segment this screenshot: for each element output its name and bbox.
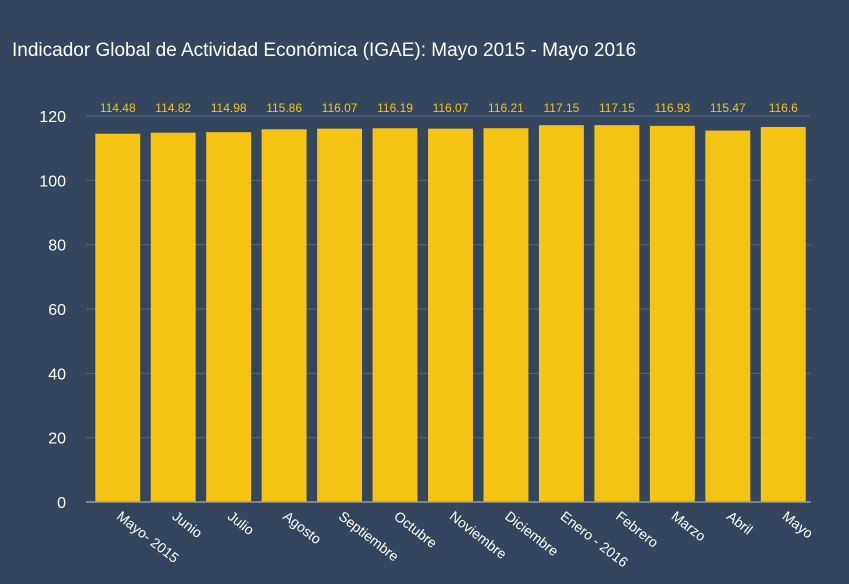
data-label: 116.6 <box>769 101 798 115</box>
bar <box>594 125 640 502</box>
bar <box>317 128 363 503</box>
data-label: 117.15 <box>544 101 580 115</box>
y-tick-label: 120 <box>39 109 66 126</box>
bar <box>483 128 529 502</box>
y-tick-label: 40 <box>48 366 66 383</box>
x-tick-label: Mayo <box>779 508 816 542</box>
bar <box>95 133 141 503</box>
x-tick-label: Julio <box>225 508 258 538</box>
x-tick-label: Diciembre <box>502 508 562 560</box>
data-label: 117.15 <box>599 101 635 115</box>
x-tick-label: Septiembre <box>336 508 402 565</box>
bar <box>372 128 418 502</box>
bars <box>95 125 806 503</box>
x-tick-label: Agosto <box>280 508 324 548</box>
bar <box>150 132 196 502</box>
data-label: 116.93 <box>654 101 690 115</box>
y-tick-label: 60 <box>48 302 66 319</box>
y-tick-label: 20 <box>48 431 66 448</box>
bar <box>760 126 806 502</box>
data-label: 115.47 <box>710 101 746 115</box>
bar <box>261 129 307 502</box>
y-tick-label: 80 <box>48 238 66 255</box>
data-label: 114.48 <box>100 101 136 115</box>
bar <box>206 132 252 503</box>
bar <box>649 125 695 502</box>
bar <box>428 128 473 503</box>
data-label: 116.21 <box>488 101 524 115</box>
data-label: 116.19 <box>377 101 413 115</box>
data-label: 115.86 <box>266 101 302 115</box>
x-tick-label: Marzo <box>668 508 709 545</box>
y-tick-label: 100 <box>39 173 66 190</box>
x-tick-label: Noviembre <box>447 508 510 562</box>
x-tick-label: Octubre <box>391 508 440 551</box>
data-label: 116.07 <box>322 101 358 115</box>
x-tick-label: Junio <box>169 508 205 541</box>
x-tick-label: Abril <box>724 508 756 538</box>
y-tick-label: 0 <box>57 495 66 512</box>
chart-title: Indicador Global de Actividad Económica … <box>12 40 637 61</box>
bar <box>705 130 751 502</box>
bar <box>538 125 584 502</box>
data-label: 114.82 <box>155 101 191 115</box>
data-label: 116.07 <box>433 101 469 115</box>
x-tick-label: Febrero <box>613 508 662 551</box>
data-label: 114.98 <box>211 101 247 115</box>
